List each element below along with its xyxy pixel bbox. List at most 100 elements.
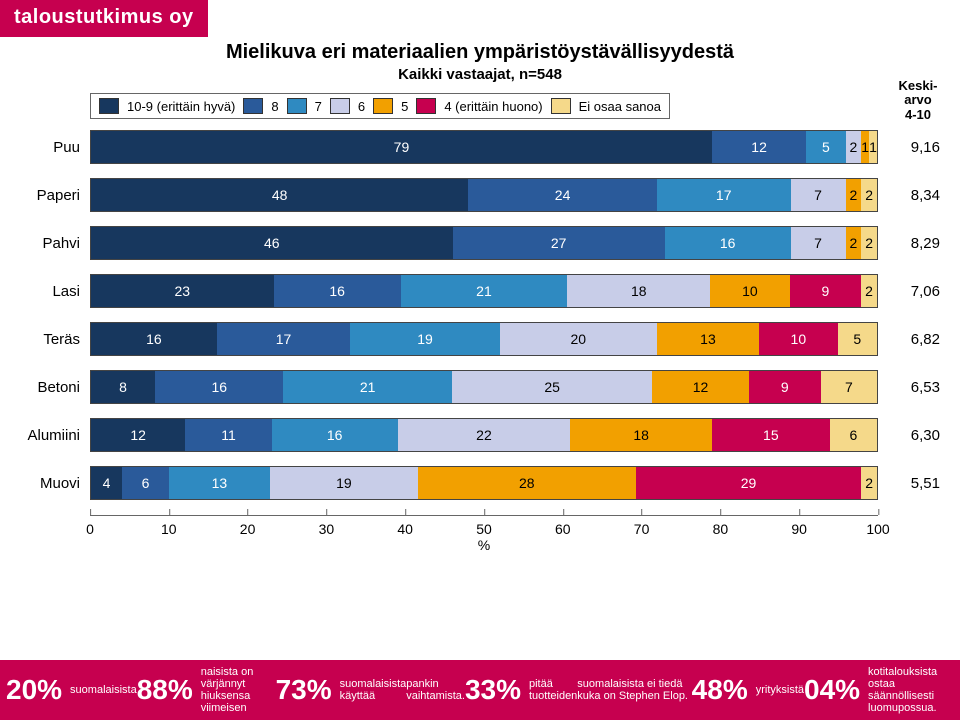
x-axis-title: % [478,537,490,553]
footer-caption: pitää tuotteiden [529,678,577,702]
bar-segment: 21 [401,275,568,307]
x-tick: 90 [791,515,807,537]
bar-segment: 24 [468,179,657,211]
bar-segment: 9 [790,275,861,307]
brand-logo: taloustutkimus oy [0,0,208,37]
x-tick: 30 [319,515,335,537]
footer-stat: 20% [6,675,62,706]
bar-segment: 48 [91,179,468,211]
footer-caption: suomalaisista ei tiedä kuka on Stephen E… [577,678,691,702]
footer-caption: naisista on värjännyt hiuksensa viimeise… [201,666,276,714]
bar-row: Pahvi4627167228,29 [90,227,940,259]
footer-caption: pankin vaihtamista. [406,678,465,702]
bar-segment: 18 [570,419,711,451]
legend-swatch [243,98,263,114]
bar-segment: 7 [791,179,846,211]
bar-row: Betoni816212512976,53 [90,371,940,403]
bar-segment: 10 [759,323,838,355]
bar-row: Paperi4824177228,34 [90,179,940,211]
bar-segment: 13 [169,467,270,499]
bar-average: 6,30 [890,427,940,444]
footer-stat: 73% [276,675,332,706]
bar-segment: 1 [869,131,877,163]
bar-segment: 2 [861,227,877,259]
footer-item: pankin vaihtamista. [406,678,465,702]
bar-segment: 7 [791,227,846,259]
bar-stack: 231621181092 [90,274,878,308]
legend-swatch [287,98,307,114]
avg-header: Keski-arvo4-10 [888,79,948,122]
bar-segment: 1 [861,131,869,163]
legend-label: Ei osaa sanoa [579,99,661,114]
bar-category-label: Puu [0,139,80,156]
chart-subtitle: Kaikki vastaajat, n=548 [0,66,960,83]
bar-segment: 16 [272,419,398,451]
bar-stack: 462716722 [90,226,878,260]
bar-segment: 2 [861,467,877,499]
bar-segment: 2 [846,131,862,163]
legend-swatch [551,98,571,114]
legend-swatch [416,98,436,114]
bar-segment: 12 [91,419,185,451]
bar-segment: 79 [91,131,712,163]
bar-average: 7,06 [890,283,940,300]
bar-segment: 10 [710,275,789,307]
footer-stat: 33% [465,675,521,706]
chart-title: Mielikuva eri materiaalien ympäristöystä… [0,41,960,64]
bar-category-label: Pahvi [0,235,80,252]
bar-segment: 7 [821,371,877,403]
footer-item: 88%naisista on värjännyt hiuksensa viime… [137,666,276,714]
legend-label: 5 [401,99,408,114]
footer-stat: 48% [692,675,748,706]
bar-segment: 21 [283,371,451,403]
bar-segment: 9 [749,371,821,403]
bar-segment: 19 [270,467,418,499]
bar-segment: 20 [500,323,657,355]
bar-category-label: Muovi [0,475,80,492]
bar-segment: 2 [846,179,862,211]
footer-item: 33% pitää tuotteiden [465,675,577,706]
bar-row: Teräs16171920131056,82 [90,323,940,355]
footer-item: 48% yrityksistä [692,675,804,706]
x-axis: % 0102030405060708090100 [90,515,878,555]
bar-segment: 6 [122,467,169,499]
bar-stack: 1617192013105 [90,322,878,356]
bar-stack: 81621251297 [90,370,878,404]
bar-segment: 6 [830,419,877,451]
bar-average: 5,51 [890,475,940,492]
footer-caption: suomalaisista [70,684,137,696]
bar-segment: 12 [652,371,748,403]
x-tick: 20 [240,515,256,537]
bar-segment: 19 [350,323,499,355]
bar-segment: 16 [274,275,401,307]
bar-average: 8,34 [890,187,940,204]
bar-segment: 28 [418,467,636,499]
bar-segment: 5 [838,323,877,355]
bar-segment: 46 [91,227,453,259]
bar-segment: 11 [185,419,271,451]
x-tick: 60 [555,515,571,537]
bar-segment: 23 [91,275,274,307]
x-tick: 40 [397,515,413,537]
bar-category-label: Betoni [0,379,80,396]
legend-label: 8 [271,99,278,114]
bar-category-label: Alumiini [0,427,80,444]
bar-segment: 4 [91,467,122,499]
legend-label: 7 [315,99,322,114]
bar-average: 6,82 [890,331,940,348]
bar-stack: 1211162218156 [90,418,878,452]
bar-segment: 17 [217,323,351,355]
bar-stack: 482417722 [90,178,878,212]
footer-item: 20% suomalaisista [6,675,137,706]
footer-item: suomalaisista ei tiedä kuka on Stephen E… [577,678,691,702]
legend: 10-9 (erittäin hyvä)87654 (erittäin huon… [90,93,670,119]
footer-caption: kotitalouksista ostaa säännöllisesti luo… [868,666,954,714]
x-tick: 80 [713,515,729,537]
x-tick: 10 [161,515,177,537]
bar-segment: 2 [846,227,862,259]
legend-swatch [373,98,393,114]
footer-item: 04%kotitalouksista ostaa säännöllisesti … [804,666,954,714]
footer-caption: yrityksistä [756,684,804,696]
bar-segment: 2 [861,275,877,307]
bar-average: 9,16 [890,139,940,156]
